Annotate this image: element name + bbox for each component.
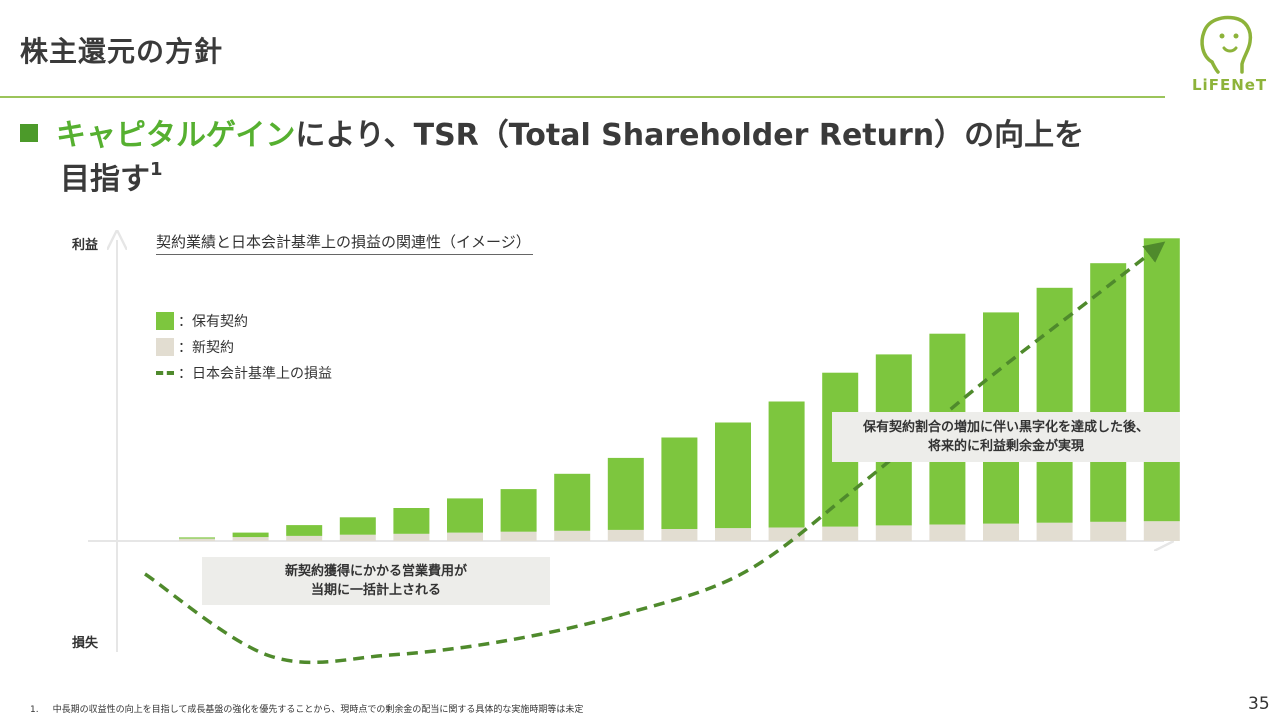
bar-in-force <box>447 498 483 533</box>
pl-curve-line <box>144 241 1166 665</box>
bar-new-contract <box>607 529 644 541</box>
bar-in-force <box>232 532 269 538</box>
legend-item-in-force: ：保有契約 <box>156 308 332 334</box>
bar-new-contract <box>500 531 537 541</box>
bar-in-force <box>1036 287 1073 523</box>
callout-profit-realization: 保有契約割合の増加に伴い黒字化を達成した後、 将来的に利益剰余金が実現 <box>832 412 1180 462</box>
legend-item-pl: ：日本会計基準上の損益 <box>156 360 332 386</box>
bar-in-force <box>715 422 751 529</box>
bar-in-force <box>1143 238 1180 522</box>
bar-new-contract <box>929 524 966 541</box>
bar-new-contract <box>715 528 751 541</box>
chart-legend: ：保有契約 ：新契約 ：日本会計基準上の損益 <box>156 308 332 386</box>
bar-in-force <box>339 517 376 535</box>
bullet-square-icon <box>20 124 38 142</box>
bar-new-contract <box>232 537 269 541</box>
bar-new-contract <box>393 533 430 541</box>
bar-new-contract <box>983 523 1019 541</box>
bar-new-contract <box>1036 522 1073 541</box>
callout-1-line-2: 当期に一括計上される <box>310 583 441 598</box>
legend-item-new-contract: ：新契約 <box>156 334 332 360</box>
bar-new-contract <box>447 532 483 541</box>
legend-swatch-new-contract <box>156 338 174 356</box>
headline-accent: キャピタルゲイン <box>56 118 296 153</box>
footnote-text: 中長期の収益性の向上を目指して成長基盤の強化を優先することから、現時点での剰余金… <box>52 705 584 715</box>
bar-new-contract <box>768 527 805 541</box>
bar-new-contract <box>1143 521 1180 541</box>
callout-new-contract-cost: 新契約獲得にかかる営業費用が 当期に一括計上される <box>202 557 550 605</box>
y-axis-top-label: 利益 <box>72 238 99 253</box>
callout-1-line-1: 新契約獲得にかかる営業費用が <box>284 564 467 579</box>
page-number: 35 <box>1248 694 1270 714</box>
legend-swatch-in-force <box>156 312 174 330</box>
bar-new-contract <box>822 526 859 541</box>
bar-in-force <box>393 508 430 534</box>
footnote: 1. 中長期の収益性の向上を目指して成長基盤の強化を優先することから、現時点での剰… <box>30 702 583 715</box>
bar-in-force <box>1090 263 1127 522</box>
legend-label-pl: ：日本会計基準上の損益 <box>178 366 332 382</box>
callout-2-line-2: 将来的に利益剰余金が実現 <box>927 439 1084 454</box>
y-axis-bottom-label: 損失 <box>72 636 99 651</box>
bar-in-force <box>286 525 323 536</box>
logo-face-icon <box>1200 15 1253 74</box>
bar-new-contract <box>661 529 698 541</box>
title-divider <box>0 96 1165 98</box>
legend-label-new-contract: ：新契約 <box>178 340 234 356</box>
lifenet-logo: LiFENeT <box>1192 12 1266 104</box>
legend-swatch-pl <box>156 371 174 375</box>
footnote-number: 1. <box>30 705 39 715</box>
page-title: 株主還元の方針 <box>20 35 224 68</box>
bar-new-contract <box>875 525 912 541</box>
logo-text: LiFENeT <box>1192 76 1268 94</box>
bar-in-force <box>661 437 698 529</box>
bar-in-force <box>500 489 537 532</box>
bar-in-force <box>554 473 591 531</box>
legend-label-in-force: ：保有契約 <box>178 314 248 330</box>
bar-in-force <box>768 401 805 528</box>
headline-text-1: により、TSR（Total Shareholder Return）の向上を <box>295 118 1085 153</box>
footnote-ref: 1 <box>150 159 163 180</box>
bar-new-contract <box>286 535 323 541</box>
chart-title: 契約業績と日本会計基準上の損益の関連性（イメージ） <box>156 231 533 255</box>
bar-new-contract <box>1090 521 1127 541</box>
bar-in-force <box>607 457 644 530</box>
headline: キャピタルゲインにより、TSR（Total Shareholder Return… <box>20 114 1220 202</box>
bar-in-force <box>179 537 215 539</box>
callout-2-line-1: 保有契約割合の増加に伴い黒字化を達成した後、 <box>862 420 1149 435</box>
bar-new-contract <box>554 530 591 541</box>
bar-new-contract <box>179 538 215 541</box>
headline-text-2: 目指す <box>60 162 150 197</box>
bar-new-contract <box>339 534 376 541</box>
